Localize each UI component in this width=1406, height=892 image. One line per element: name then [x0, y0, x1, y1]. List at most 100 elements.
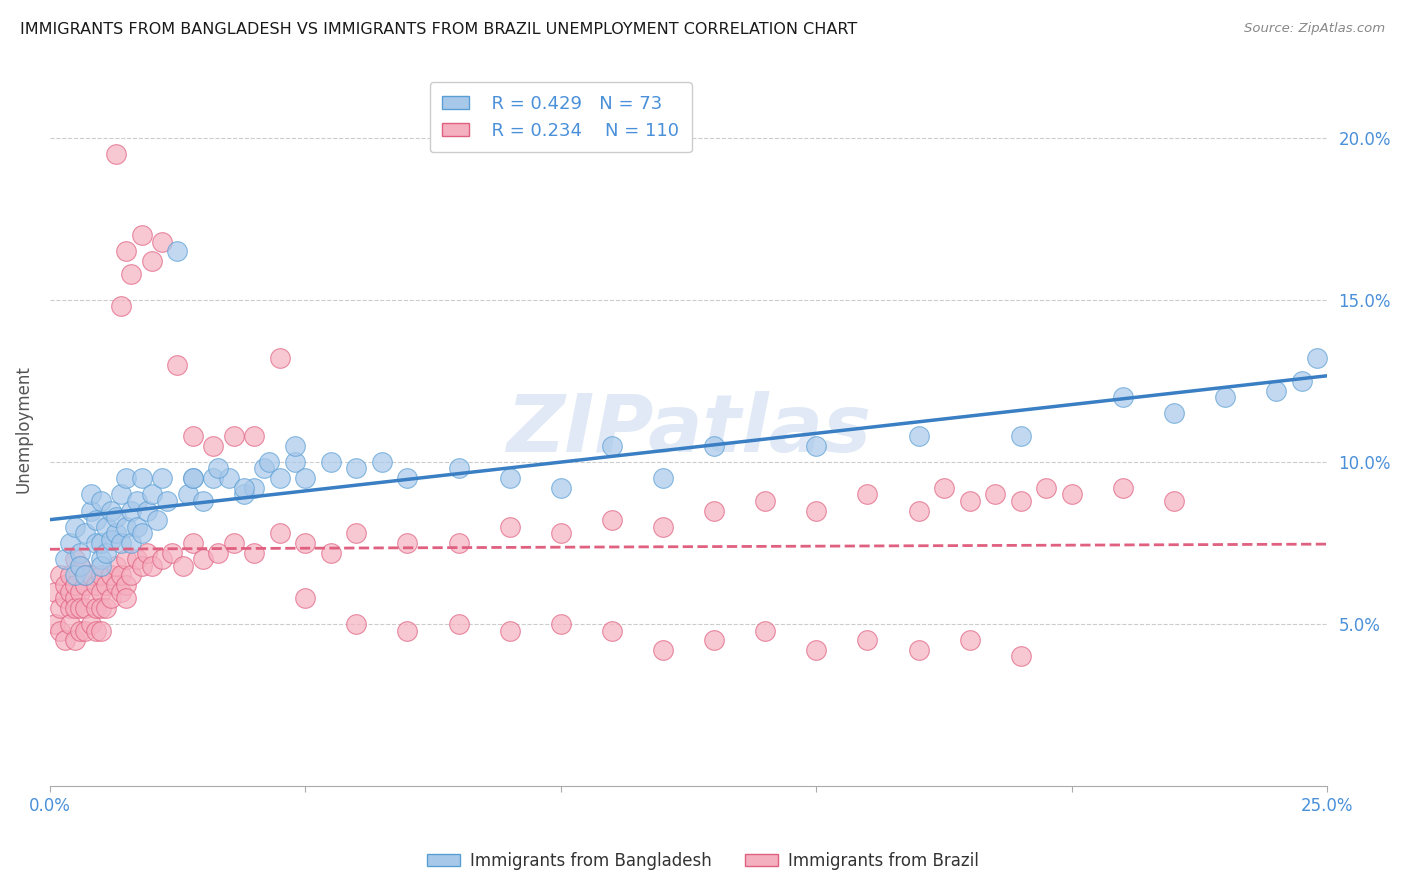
Point — [396, 536, 419, 550]
Point — [447, 536, 470, 550]
Point — [243, 481, 266, 495]
Point — [550, 617, 572, 632]
Point — [703, 633, 725, 648]
Point — [75, 624, 97, 638]
Text: Source: ZipAtlas.com: Source: ZipAtlas.com — [1244, 22, 1385, 36]
Y-axis label: Unemployment: Unemployment — [15, 366, 32, 493]
Point — [115, 520, 138, 534]
Point — [65, 578, 87, 592]
Point — [79, 591, 101, 606]
Point — [498, 471, 520, 485]
Point — [253, 461, 276, 475]
Point — [319, 455, 342, 469]
Legend: Immigrants from Bangladesh, Immigrants from Brazil: Immigrants from Bangladesh, Immigrants f… — [420, 846, 986, 877]
Point — [652, 520, 675, 534]
Point — [79, 617, 101, 632]
Point — [222, 536, 245, 550]
Point — [100, 503, 122, 517]
Point — [984, 487, 1007, 501]
Point — [269, 526, 291, 541]
Point — [191, 494, 214, 508]
Point — [396, 471, 419, 485]
Point — [84, 578, 107, 592]
Point — [703, 439, 725, 453]
Point — [150, 471, 173, 485]
Point — [49, 600, 72, 615]
Point — [115, 552, 138, 566]
Point — [110, 584, 132, 599]
Point — [90, 600, 112, 615]
Point — [243, 429, 266, 443]
Point — [600, 624, 623, 638]
Point — [94, 546, 117, 560]
Point — [259, 455, 281, 469]
Point — [79, 487, 101, 501]
Point — [344, 461, 367, 475]
Point — [856, 487, 879, 501]
Point — [232, 487, 254, 501]
Point — [135, 503, 157, 517]
Point — [600, 513, 623, 527]
Point — [100, 533, 122, 547]
Point — [344, 526, 367, 541]
Point — [65, 520, 87, 534]
Point — [94, 578, 117, 592]
Point — [115, 471, 138, 485]
Point — [65, 552, 87, 566]
Point — [498, 520, 520, 534]
Point — [150, 235, 173, 249]
Point — [1213, 390, 1236, 404]
Point — [166, 244, 188, 259]
Point — [79, 503, 101, 517]
Point — [75, 578, 97, 592]
Point — [1035, 481, 1057, 495]
Point — [269, 351, 291, 366]
Point — [284, 455, 307, 469]
Point — [754, 624, 776, 638]
Point — [754, 494, 776, 508]
Point — [176, 487, 198, 501]
Point — [65, 600, 87, 615]
Point — [75, 568, 97, 582]
Point — [90, 558, 112, 573]
Point — [156, 494, 179, 508]
Point — [269, 471, 291, 485]
Point — [120, 568, 142, 582]
Point — [105, 526, 128, 541]
Point — [75, 568, 97, 582]
Point — [110, 487, 132, 501]
Point — [1291, 374, 1313, 388]
Point — [907, 429, 929, 443]
Point — [907, 643, 929, 657]
Point — [856, 633, 879, 648]
Point — [294, 471, 316, 485]
Point — [69, 584, 91, 599]
Point — [232, 481, 254, 495]
Point — [396, 624, 419, 638]
Point — [131, 526, 153, 541]
Point — [84, 513, 107, 527]
Point — [90, 568, 112, 582]
Point — [59, 536, 82, 550]
Point — [90, 552, 112, 566]
Point — [447, 461, 470, 475]
Point — [498, 624, 520, 638]
Point — [100, 591, 122, 606]
Point — [115, 591, 138, 606]
Point — [1306, 351, 1329, 366]
Point — [1060, 487, 1083, 501]
Point — [84, 600, 107, 615]
Point — [146, 513, 169, 527]
Point — [110, 568, 132, 582]
Point — [131, 558, 153, 573]
Point — [84, 536, 107, 550]
Point — [105, 147, 128, 161]
Point — [105, 578, 128, 592]
Point — [550, 526, 572, 541]
Point — [44, 584, 66, 599]
Point — [1010, 649, 1032, 664]
Point — [131, 471, 153, 485]
Point — [319, 546, 342, 560]
Point — [94, 600, 117, 615]
Point — [703, 503, 725, 517]
